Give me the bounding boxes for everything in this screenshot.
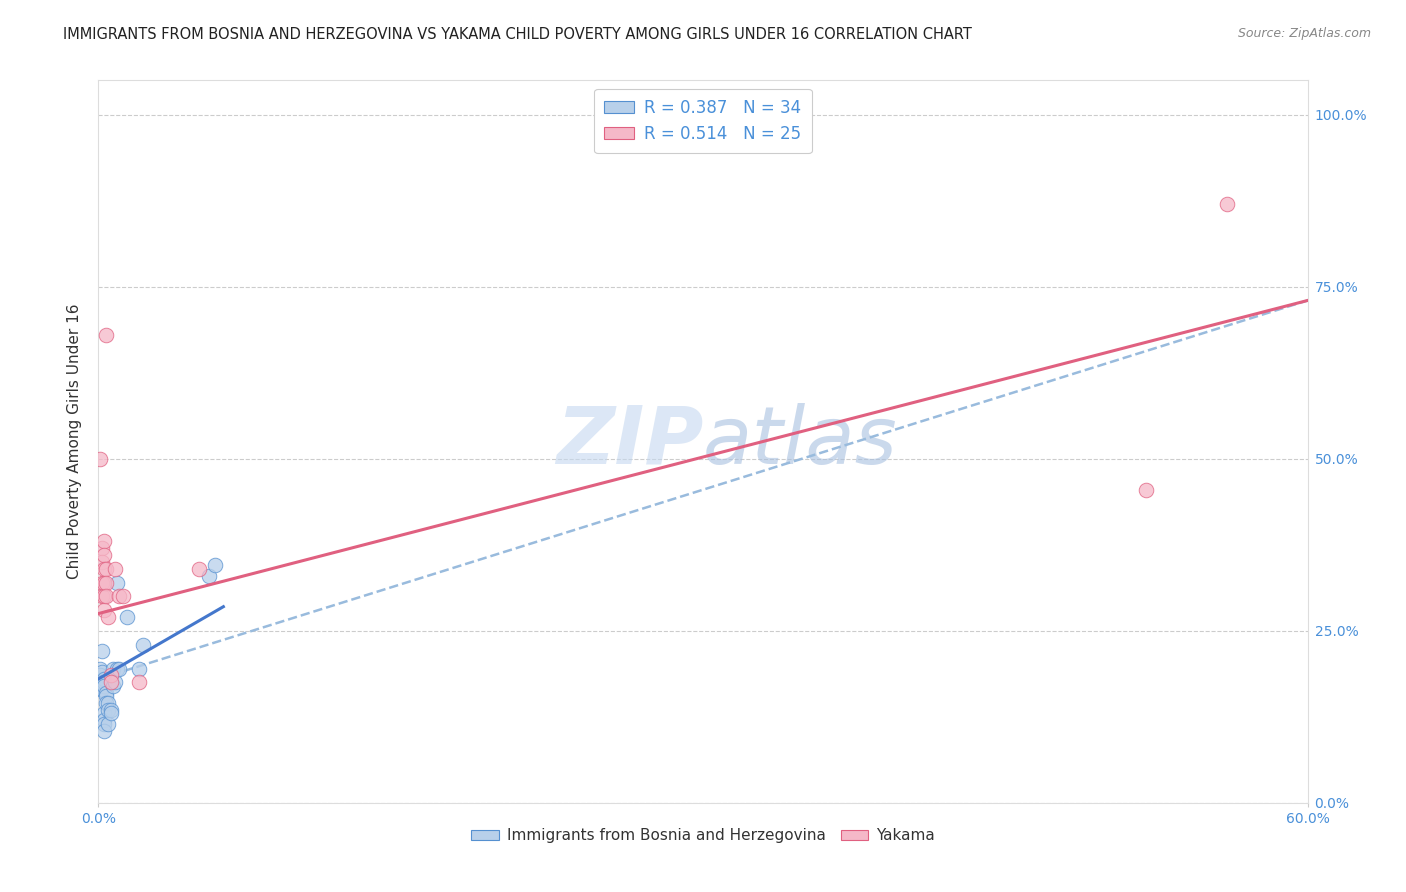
Point: [96, 327, 118, 342]
Point: [91, 675, 114, 690]
Point: [91, 682, 114, 697]
Point: [93, 675, 115, 690]
Point: [89, 675, 111, 690]
Point: [89, 451, 111, 466]
Point: [107, 662, 129, 676]
Point: [96, 575, 118, 590]
Point: [97, 610, 120, 624]
Point: [97, 696, 120, 710]
Point: [93, 672, 115, 686]
Point: [128, 675, 150, 690]
Point: [91, 665, 114, 679]
Text: atlas: atlas: [703, 402, 898, 481]
Point: [91, 590, 114, 604]
Point: [204, 558, 226, 573]
Point: [188, 562, 211, 576]
Point: [96, 686, 118, 700]
Point: [93, 713, 115, 727]
Point: [101, 679, 124, 693]
Point: [93, 723, 115, 738]
Point: [100, 675, 122, 690]
Point: [93, 575, 115, 590]
Point: [89, 668, 111, 682]
Point: [91, 555, 114, 569]
Point: [93, 534, 115, 549]
Point: [198, 568, 221, 582]
Point: [1216, 197, 1239, 211]
Point: [93, 716, 115, 731]
Point: [96, 590, 118, 604]
Point: [91, 575, 114, 590]
Text: IMMIGRANTS FROM BOSNIA AND HERZEGOVINA VS YAKAMA CHILD POVERTY AMONG GIRLS UNDER: IMMIGRANTS FROM BOSNIA AND HERZEGOVINA V…: [63, 27, 972, 42]
Point: [1135, 483, 1157, 497]
Point: [96, 689, 118, 703]
Point: [93, 679, 115, 693]
Point: [128, 662, 150, 676]
Y-axis label: Child Poverty Among Girls Under 16: Child Poverty Among Girls Under 16: [67, 304, 83, 579]
Point: [105, 662, 128, 676]
Point: [103, 562, 125, 576]
Point: [89, 662, 111, 676]
Point: [93, 603, 115, 617]
Point: [103, 675, 125, 690]
Point: [93, 706, 115, 721]
Point: [89, 682, 111, 697]
Point: [115, 610, 138, 624]
Point: [111, 590, 134, 604]
Point: [96, 696, 118, 710]
Point: [93, 590, 115, 604]
Point: [96, 562, 118, 576]
Point: [91, 541, 114, 556]
Point: [100, 703, 122, 717]
Point: [97, 716, 120, 731]
Text: ZIP: ZIP: [555, 402, 703, 481]
Point: [105, 575, 128, 590]
Point: [100, 668, 122, 682]
Point: [93, 548, 115, 562]
Point: [101, 662, 124, 676]
Point: [91, 644, 114, 658]
Legend: Immigrants from Bosnia and Herzegovina, Yakama: Immigrants from Bosnia and Herzegovina, …: [465, 822, 941, 849]
Point: [100, 706, 122, 721]
Text: Source: ZipAtlas.com: Source: ZipAtlas.com: [1237, 27, 1371, 40]
Point: [93, 562, 115, 576]
Point: [132, 638, 155, 652]
Point: [107, 590, 129, 604]
Point: [97, 703, 120, 717]
